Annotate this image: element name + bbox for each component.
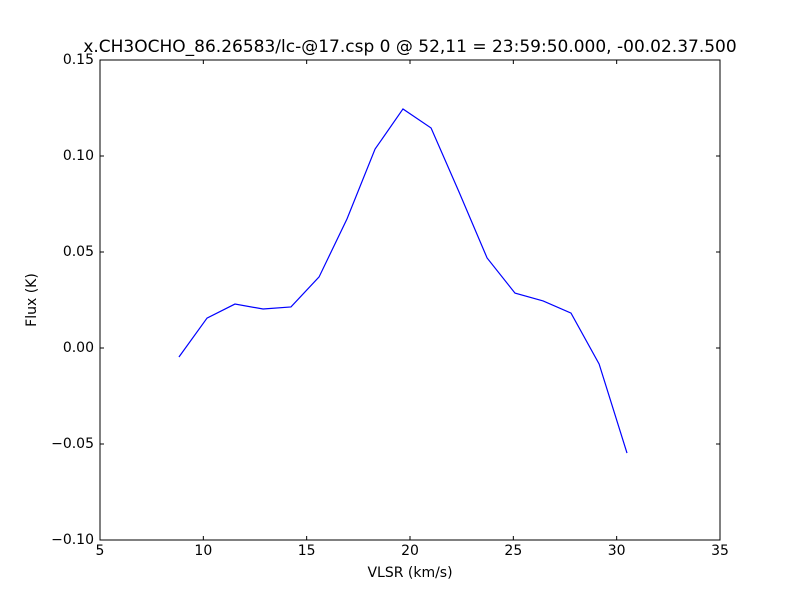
data-line — [178, 108, 628, 454]
y-tick-label: 0.05 — [63, 244, 94, 260]
x-tick-label: 15 — [298, 543, 316, 559]
y-tick-label: −0.05 — [51, 436, 94, 452]
x-axis-label: VLSR (km/s) — [367, 565, 452, 581]
x-tick-label: 20 — [401, 543, 419, 559]
y-tick-label: 0.00 — [63, 340, 94, 356]
x-tick-label: 30 — [608, 543, 626, 559]
y-tick-label: −0.10 — [51, 532, 94, 548]
chart-title: x.CH3OCHO_86.26583/lc-@17.csp 0 @ 52,11 … — [83, 37, 736, 57]
y-axis-label: Flux (K) — [24, 273, 40, 327]
x-tick-label: 5 — [96, 543, 105, 559]
x-tick-label: 25 — [504, 543, 522, 559]
plot-frame — [99, 59, 721, 541]
y-tick-label: 0.10 — [63, 148, 94, 164]
y-tick-label: 0.15 — [63, 52, 94, 68]
x-tick-label: 10 — [194, 543, 212, 559]
x-tick-label: 35 — [711, 543, 729, 559]
